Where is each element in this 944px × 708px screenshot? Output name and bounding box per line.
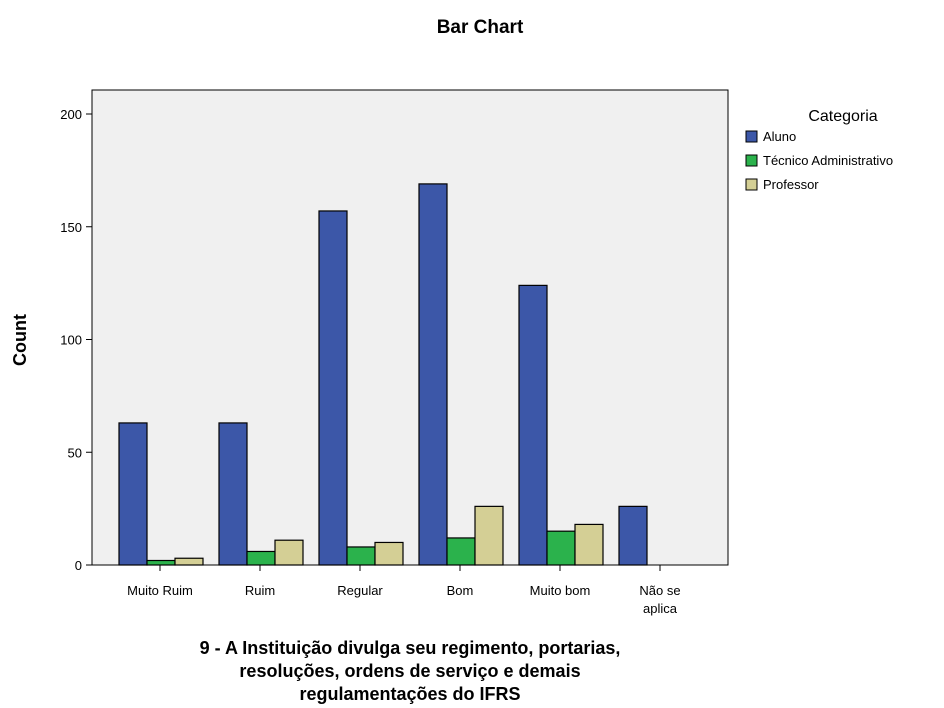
x-tick-label: Bom bbox=[447, 583, 474, 598]
bar-aluno-2 bbox=[318, 210, 348, 566]
bar-técnico-administrativo-2 bbox=[346, 546, 376, 566]
legend-swatch-1 bbox=[745, 154, 758, 167]
bar-professor-3 bbox=[474, 505, 504, 566]
y-axis: 0 50 100 150 200 bbox=[60, 107, 92, 573]
x-tick-label: Não se bbox=[639, 583, 680, 598]
y-tick-label: 50 bbox=[68, 445, 82, 460]
bar-aluno-5 bbox=[618, 505, 648, 566]
bar-professor-0 bbox=[174, 557, 204, 566]
y-tick-label: 200 bbox=[60, 107, 82, 122]
x-tick-label: Muito Ruim bbox=[127, 583, 193, 598]
x-axis: Muito Ruim Ruim Regular Bom Muito bom Não se a… bbox=[127, 565, 681, 616]
x-tick-label: Ruim bbox=[245, 583, 275, 598]
bar-professor-2 bbox=[374, 541, 404, 566]
x-axis-title-line: 9 - A Instituição divulga seu regimento,… bbox=[200, 638, 621, 658]
plot-area bbox=[91, 89, 729, 566]
x-axis-title-line: regulamentações do IFRS bbox=[299, 684, 520, 704]
x-axis-title: 9 - A Instituição divulga seu regimento,… bbox=[200, 638, 621, 704]
bar-técnico-administrativo-0 bbox=[146, 559, 176, 566]
y-tick-label: 150 bbox=[60, 220, 82, 235]
legend-label: Técnico Administrativo bbox=[763, 153, 893, 168]
bar-professor-4 bbox=[574, 523, 604, 566]
legend-title: Categoria bbox=[808, 108, 877, 125]
bar-técnico-administrativo-4 bbox=[546, 530, 576, 566]
legend-swatch-2 bbox=[745, 178, 758, 191]
bar-técnico-administrativo-3 bbox=[446, 537, 476, 566]
legend-label: Professor bbox=[763, 177, 819, 192]
bar-aluno-1 bbox=[218, 422, 248, 566]
bar-técnico-administrativo-1 bbox=[246, 550, 276, 566]
x-axis-title-line: resoluções, ordens de serviço e demais bbox=[239, 661, 580, 681]
y-tick-label: 0 bbox=[75, 558, 82, 573]
bar-aluno-4 bbox=[518, 284, 548, 566]
x-tick-label: Regular bbox=[337, 583, 383, 598]
bar-professor-1 bbox=[274, 539, 304, 566]
legend-swatch-0 bbox=[745, 130, 758, 143]
y-axis-title: Count bbox=[10, 314, 30, 366]
x-tick-label: Muito bom bbox=[530, 583, 591, 598]
bar-aluno-3 bbox=[418, 183, 448, 566]
legend: Categoria Aluno Técnico Administrativo Prof… bbox=[745, 108, 893, 192]
bar-aluno-0 bbox=[118, 422, 148, 566]
legend-label: Aluno bbox=[763, 129, 796, 144]
y-tick-label: 100 bbox=[60, 333, 82, 348]
chart-title: Bar Chart bbox=[437, 17, 524, 38]
bars bbox=[118, 183, 648, 566]
x-tick-label: aplica bbox=[643, 601, 678, 616]
